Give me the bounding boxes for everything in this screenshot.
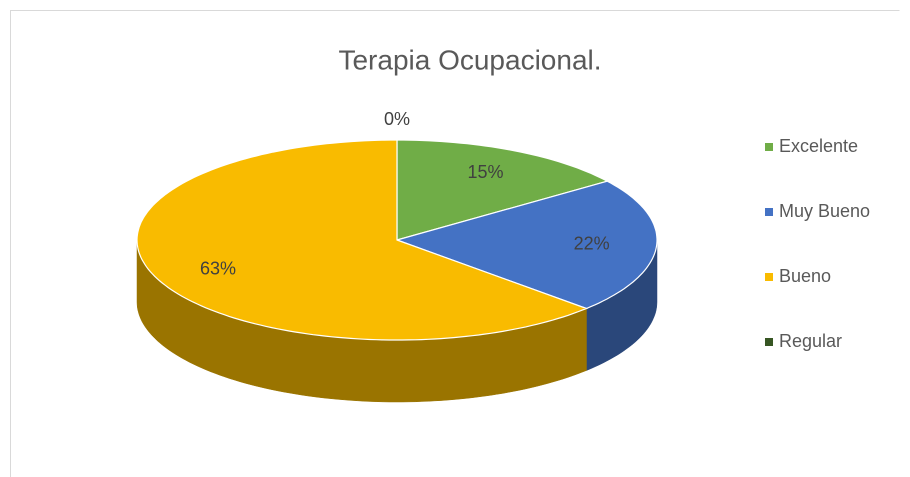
legend-swatch: [765, 143, 773, 151]
legend-swatch: [765, 338, 773, 346]
slice: [136, 139, 589, 341]
data-label: 63%: [200, 259, 236, 279]
data-label: 15%: [467, 162, 503, 182]
data-label: 0%: [384, 109, 410, 129]
chart-border: [10, 10, 900, 477]
legend-swatch: [765, 208, 773, 216]
legend-label: Bueno: [779, 266, 831, 286]
slice: [395, 180, 658, 310]
legend-swatch: [765, 273, 773, 281]
slice: [396, 139, 609, 241]
data-label: 22%: [574, 233, 610, 253]
legend-label: Excelente: [779, 136, 858, 156]
legend-label: Muy Bueno: [779, 201, 870, 221]
chart-title: Terapia Ocupacional.: [338, 44, 601, 75]
legend-label: Regular: [779, 331, 842, 351]
